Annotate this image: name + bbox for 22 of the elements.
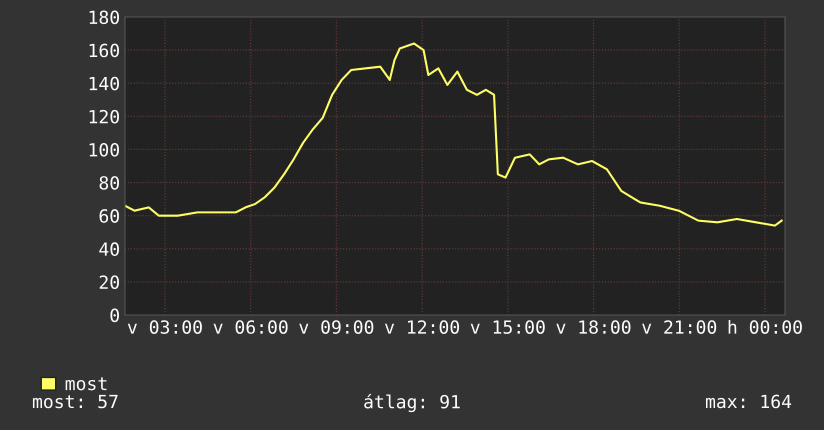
x-tick-label: v 12:00 (384, 320, 460, 334)
y-tick-label: 180 (90, 10, 119, 24)
x-tick-label: v 15:00 (470, 320, 545, 334)
y-tick-label: 60 (100, 209, 119, 223)
y-tick-label: 120 (90, 110, 119, 124)
y-tick-label: 100 (90, 142, 119, 157)
y-tick-label: 0 (110, 308, 119, 322)
y-tick-label: 40 (99, 242, 119, 256)
text: max: 164 (706, 394, 792, 408)
x-tick-label: v 21:00 (642, 320, 716, 334)
x-tick-label: v 03:00 (128, 320, 202, 334)
y-tick-label: 20 (100, 275, 119, 290)
y-tick-label: 80 (100, 176, 119, 190)
x-tick-label: h 00:00 (728, 320, 802, 334)
text: átlag: 91 (364, 394, 460, 412)
text: most: 57 (32, 394, 118, 408)
legend-label: most (66, 377, 106, 390)
y-tick-label: 160 (90, 44, 119, 58)
x-tick-label: v 06:00 (214, 320, 288, 334)
y-tick-label: 140 (90, 76, 119, 90)
x-tick-label: v 18:00 (556, 320, 630, 334)
x-tick-label: v 09:00 (299, 320, 374, 334)
